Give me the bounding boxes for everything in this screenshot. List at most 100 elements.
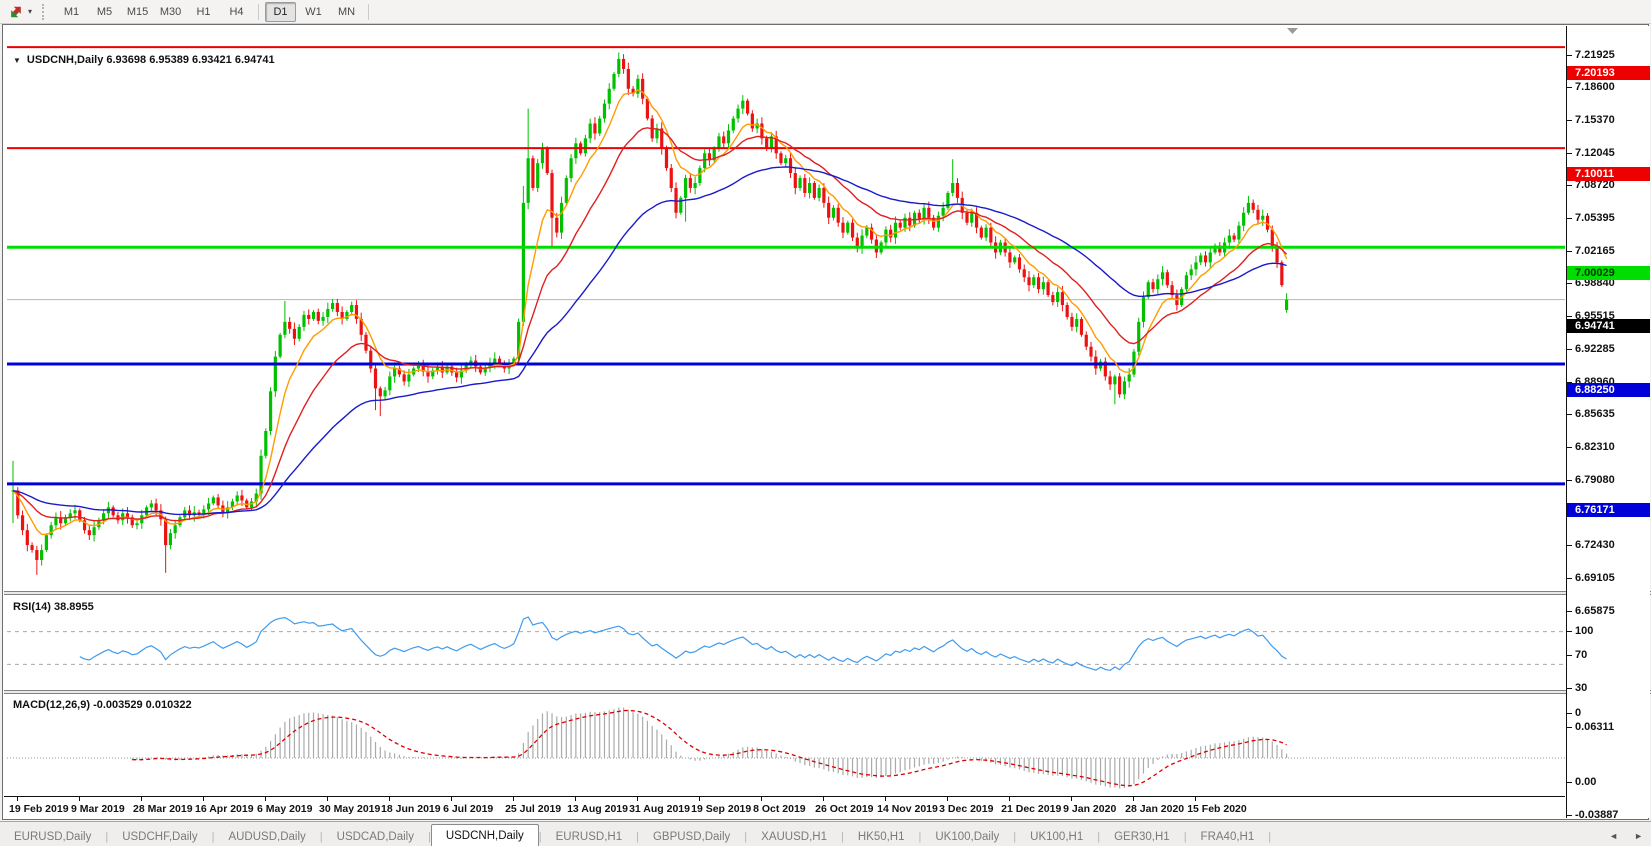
candle [836, 207, 840, 223]
candle [483, 367, 487, 373]
candle [1013, 257, 1017, 263]
timeframe-button-mn[interactable]: MN [337, 5, 356, 18]
dropdown-caret-icon[interactable]: ▾ [28, 7, 33, 16]
candle [922, 207, 926, 220]
date-label: 15 Feb 2020 [1187, 803, 1247, 815]
panel-splitter[interactable] [4, 591, 1651, 595]
date-tick [885, 797, 887, 801]
candle [202, 509, 206, 515]
main-candlestick-chart[interactable] [7, 26, 1565, 591]
candle [393, 368, 397, 377]
candle [435, 366, 440, 371]
candle [860, 235, 864, 248]
candle [1022, 269, 1026, 278]
timeframes-icon[interactable] [6, 3, 26, 21]
tab-separator: | [1268, 831, 1272, 843]
candle [870, 227, 874, 240]
date-label: 19 Feb 2019 [9, 803, 69, 815]
timeframe-button-m5[interactable]: M5 [96, 5, 113, 18]
date-label: 25 Jul 2019 [505, 803, 562, 815]
symbol-tab-uk100-daily[interactable]: UK100,Daily [935, 831, 1000, 843]
tab-scroll-right-icon[interactable]: ► [1634, 831, 1643, 841]
timeframe-button-m1[interactable]: M1 [63, 5, 80, 18]
candle [178, 517, 182, 526]
symbol-tab-usdcad-daily[interactable]: USDCAD,Daily [336, 831, 414, 843]
candle [769, 136, 774, 149]
candle [617, 59, 621, 74]
date-label: 3 Dec 2019 [939, 803, 994, 815]
symbol-tab-uk100-h1[interactable]: UK100,H1 [1030, 831, 1084, 843]
candle [1208, 252, 1212, 263]
candle [1194, 262, 1198, 270]
candle [707, 153, 712, 161]
candle [383, 390, 387, 397]
date-axis[interactable]: 19 Feb 2019 9 Mar 2019 28 Mar 2019 16 Apr 2… [4, 796, 1565, 819]
rsi-indicator-chart[interactable] [7, 596, 1565, 690]
date-tick [389, 797, 391, 801]
tab-separator: | [1183, 831, 1187, 843]
chart-title-text: USDCNH,Daily 6.93698 6.95389 6.93421 6.9… [26, 54, 275, 66]
candle [850, 222, 855, 238]
candle [803, 178, 807, 193]
symbol-tab-usdchf-daily[interactable]: USDCHF,Daily [122, 831, 198, 843]
candle [1084, 334, 1088, 347]
date-tick [947, 797, 949, 801]
candle [92, 527, 96, 536]
candle [397, 368, 401, 375]
candle [288, 321, 292, 329]
symbol-tab-gbpusd-daily[interactable]: GBPUSD,Daily [652, 831, 731, 843]
candle [335, 303, 339, 312]
candle [908, 217, 912, 226]
candle [416, 364, 421, 369]
candle [278, 334, 282, 357]
candle [402, 374, 406, 382]
date-label: 13 Aug 2019 [567, 803, 628, 815]
candle [464, 364, 468, 371]
timeframe-button-m15[interactable]: M15 [126, 5, 149, 18]
candle [1008, 252, 1012, 263]
symbol-tab-xauusd-h1[interactable]: XAUUSD,H1 [761, 831, 827, 843]
date-label: 31 Aug 2019 [629, 803, 690, 815]
timeframe-button-d1[interactable]: D1 [265, 1, 297, 22]
candle [130, 517, 134, 526]
macd-indicator-chart[interactable] [7, 694, 1565, 795]
timeframe-button-w1[interactable]: W1 [305, 5, 322, 18]
candle [350, 305, 354, 312]
price-tick-label: 6.98840 [1567, 277, 1615, 290]
candle [655, 128, 659, 139]
tab-separator: | [918, 831, 922, 843]
panel-splitter[interactable] [4, 690, 1651, 694]
candle [984, 227, 988, 238]
price-axis[interactable]: 7.21925 7.18600 7.15370 7.12045 7.08720 7.053… [1566, 26, 1650, 821]
symbol-tab-hk50-h1[interactable]: HK50,H1 [857, 831, 905, 843]
symbol-tab-audusd-daily[interactable]: AUDUSD,Daily [228, 831, 306, 843]
date-tick [637, 797, 639, 801]
timeframe-button-h4[interactable]: H4 [229, 5, 244, 18]
candle [555, 217, 559, 233]
candle [893, 222, 898, 238]
candle [493, 358, 497, 363]
candle [588, 123, 592, 139]
date-tick [699, 797, 701, 801]
candle [936, 215, 940, 228]
candle [779, 153, 783, 164]
tab-scroll-left-icon[interactable]: ◄ [1609, 831, 1619, 841]
chart-collapse-icon[interactable]: ▼ [13, 55, 21, 65]
symbol-tab-eurusd-h1[interactable]: EURUSD,H1 [555, 831, 623, 843]
timeframe-button-h1[interactable]: H1 [196, 5, 211, 18]
symbol-tab-fra40-h1[interactable]: FRA40,H1 [1200, 831, 1255, 843]
timeframe-toolbar: ▾ M1 M5 M15 M30 H1 H4 D1 W1 MN [0, 0, 1651, 24]
date-label: 28 Jan 2020 [1125, 803, 1185, 815]
date-label: 9 Mar 2019 [71, 803, 125, 815]
symbol-tab-ger30-h1[interactable]: GER30,H1 [1114, 831, 1170, 843]
price-level-label: 6.88250 [1567, 383, 1650, 398]
candle [302, 314, 306, 327]
candle [784, 158, 788, 164]
candle [827, 202, 831, 218]
symbol-tab-eurusd-daily[interactable]: EURUSD,Daily [14, 831, 92, 843]
timeframe-button-m30[interactable]: M30 [159, 5, 182, 18]
candle [531, 158, 535, 188]
candle [865, 227, 869, 236]
symbol-tab-usdcnh-daily[interactable]: USDCNH,Daily [430, 824, 539, 846]
price-tick-label: 6.69105 [1567, 572, 1615, 585]
